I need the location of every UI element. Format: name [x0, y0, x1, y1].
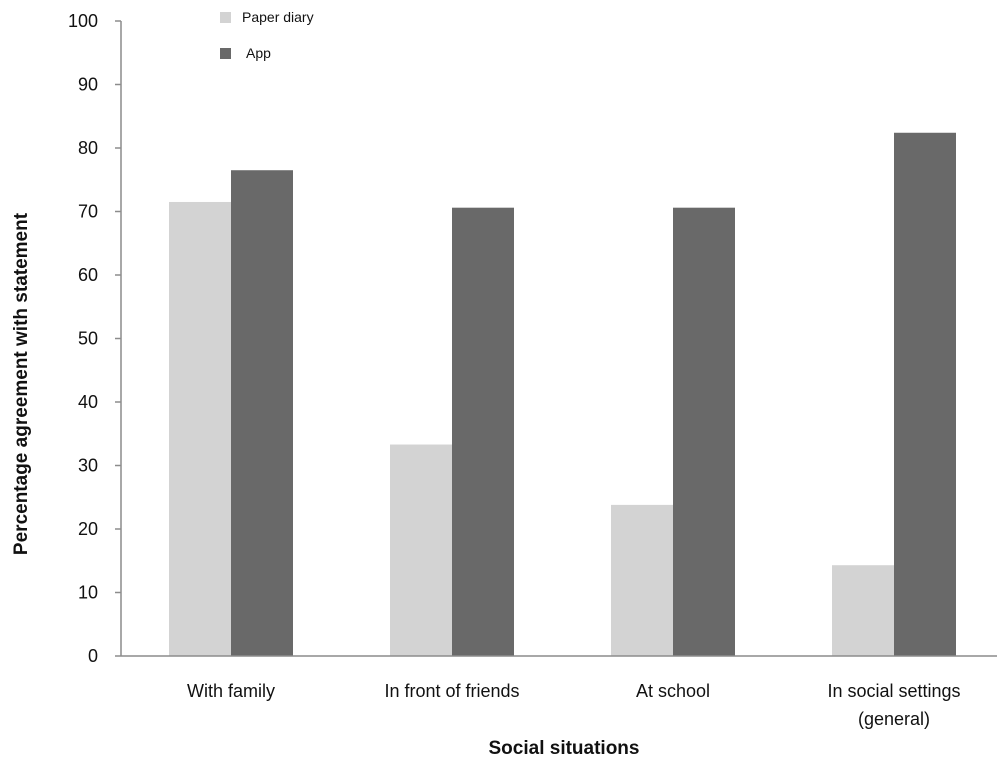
y-tick-label: 50: [78, 329, 98, 349]
y-tick-label: 60: [78, 265, 98, 285]
legend: Paper diary App: [220, 9, 314, 61]
bar-paper-diary-in-front-of-friends: [390, 444, 452, 656]
y-tick-label: 80: [78, 138, 98, 158]
x-tick-label-at-school: At school: [636, 681, 710, 701]
bar-app-at-school: [673, 207, 735, 656]
y-tick-label: 30: [78, 456, 98, 476]
x-tick-label-with-family: With family: [187, 681, 275, 701]
y-tick-label: 20: [78, 519, 98, 539]
y-tick-label: 90: [78, 75, 98, 95]
y-tick-label: 70: [78, 202, 98, 222]
x-axis-title: Social situations: [489, 738, 640, 759]
x-axis-labels: With family In front of friends At school I…: [187, 681, 961, 729]
bar-paper-diary-at-school: [611, 504, 673, 656]
legend-label-app: App: [246, 45, 271, 61]
y-tick-label: 0: [88, 646, 98, 666]
y-axis-title: Percentage agreement with statement: [11, 212, 32, 555]
y-tick-label: 10: [78, 583, 98, 603]
legend-label-paper-diary: Paper diary: [242, 9, 314, 25]
bar-app-in-front-of-friends: [452, 207, 514, 656]
y-axis-ticks: 0 10 20 30 40 50 60 70 80 90 100: [68, 11, 121, 666]
legend-swatch-paper-diary: [220, 12, 231, 23]
x-tick-label-in-front-of-friends: In front of friends: [384, 681, 519, 701]
bar-app-in-social-settings-general: [894, 132, 956, 656]
y-tick-label: 100: [68, 11, 98, 31]
bar-paper-diary-with-family: [169, 201, 231, 656]
bar-app-with-family: [231, 170, 293, 656]
bar-paper-diary-in-social-settings-general: [832, 565, 894, 656]
bars-group: [169, 132, 956, 656]
legend-swatch-app: [220, 48, 231, 59]
x-tick-label-in-social-settings-general: In social settings (general): [827, 681, 960, 729]
y-tick-label: 40: [78, 392, 98, 412]
